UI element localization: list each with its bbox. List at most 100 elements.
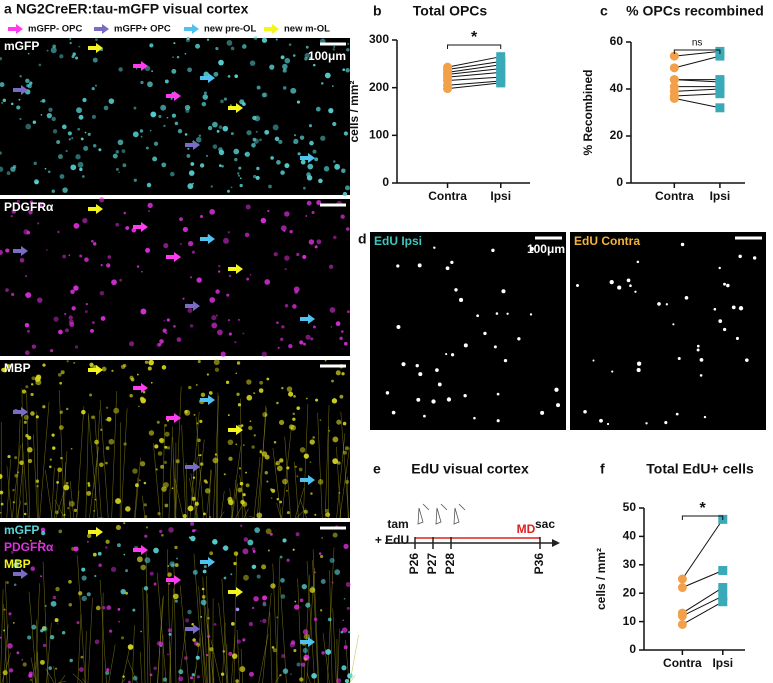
point xyxy=(496,52,506,62)
cell xyxy=(302,629,309,635)
cell xyxy=(256,512,263,519)
cell xyxy=(172,593,179,600)
cell xyxy=(279,555,283,559)
fiber xyxy=(94,415,102,519)
cell xyxy=(251,606,255,610)
edu-cell xyxy=(634,290,637,293)
cell xyxy=(122,675,125,678)
cell xyxy=(308,124,313,128)
cell xyxy=(75,154,81,160)
cell xyxy=(60,456,63,460)
cell xyxy=(284,303,289,308)
cell xyxy=(246,277,250,281)
fiber xyxy=(36,411,39,519)
edu-cell xyxy=(675,412,679,416)
cell xyxy=(38,63,42,67)
cell xyxy=(79,254,83,258)
cell xyxy=(228,651,233,656)
cell xyxy=(9,668,14,673)
edu-cell xyxy=(396,325,401,329)
cell xyxy=(100,316,106,321)
cell xyxy=(140,80,144,85)
cell xyxy=(197,438,201,443)
cell xyxy=(87,132,91,136)
cell xyxy=(7,643,13,649)
fiber xyxy=(272,448,282,519)
fiber xyxy=(156,572,167,683)
cell xyxy=(270,488,273,491)
cell xyxy=(57,372,62,377)
cell xyxy=(238,467,242,470)
cell xyxy=(19,75,22,78)
cell xyxy=(125,591,129,595)
fiber xyxy=(28,591,37,683)
cell xyxy=(227,75,231,78)
cell xyxy=(40,527,46,533)
point xyxy=(677,619,687,629)
fiber xyxy=(181,425,187,519)
cell xyxy=(246,379,252,385)
cell xyxy=(0,636,2,639)
cell xyxy=(101,366,107,372)
cell xyxy=(81,567,86,572)
cell xyxy=(173,42,176,45)
cell xyxy=(85,303,88,306)
cell xyxy=(198,454,200,456)
cell xyxy=(206,373,210,376)
pair-line xyxy=(447,60,501,71)
edu-cell xyxy=(738,254,742,259)
arrow xyxy=(200,234,215,244)
cell xyxy=(195,655,200,660)
cell xyxy=(17,471,20,474)
cell xyxy=(164,431,170,437)
y-tick-label: 20 xyxy=(610,128,624,142)
cell xyxy=(42,405,46,409)
cell xyxy=(94,439,99,445)
cell xyxy=(163,460,168,464)
cell xyxy=(93,242,97,246)
pair-line xyxy=(682,595,724,617)
cell xyxy=(191,496,196,501)
arrow xyxy=(88,204,103,214)
edu-cell xyxy=(745,358,749,362)
arrow xyxy=(13,569,28,579)
cell xyxy=(276,616,279,619)
significance: * xyxy=(471,29,478,46)
cell xyxy=(238,166,242,170)
cell xyxy=(281,325,285,329)
cell xyxy=(255,175,260,180)
cell xyxy=(70,447,73,450)
cell xyxy=(343,645,348,650)
cell xyxy=(159,438,164,443)
cell xyxy=(294,600,297,603)
cell xyxy=(145,526,149,529)
fiber xyxy=(111,391,118,519)
cell xyxy=(105,546,108,549)
arrow xyxy=(264,24,279,34)
panel-label: c xyxy=(600,3,608,19)
edu-cell xyxy=(696,348,700,352)
edu-cell xyxy=(606,422,610,426)
cell xyxy=(264,129,270,135)
cell xyxy=(111,369,114,372)
cell xyxy=(140,308,147,315)
cell xyxy=(317,479,324,485)
cell xyxy=(246,130,252,136)
cell xyxy=(24,350,30,356)
fiber xyxy=(190,473,199,519)
cell xyxy=(6,364,11,368)
cell xyxy=(279,674,282,677)
cell xyxy=(52,129,58,134)
fiber xyxy=(76,406,85,519)
pair-line xyxy=(674,79,720,83)
fiber xyxy=(297,578,303,683)
fiber xyxy=(173,459,175,519)
cell xyxy=(19,117,22,121)
cell xyxy=(338,491,341,494)
cell xyxy=(198,134,202,137)
cell xyxy=(314,157,319,162)
cell xyxy=(244,151,251,157)
edu-cell xyxy=(483,331,487,336)
cell xyxy=(142,390,146,394)
chart-title: % OPCs recombined xyxy=(626,3,764,19)
